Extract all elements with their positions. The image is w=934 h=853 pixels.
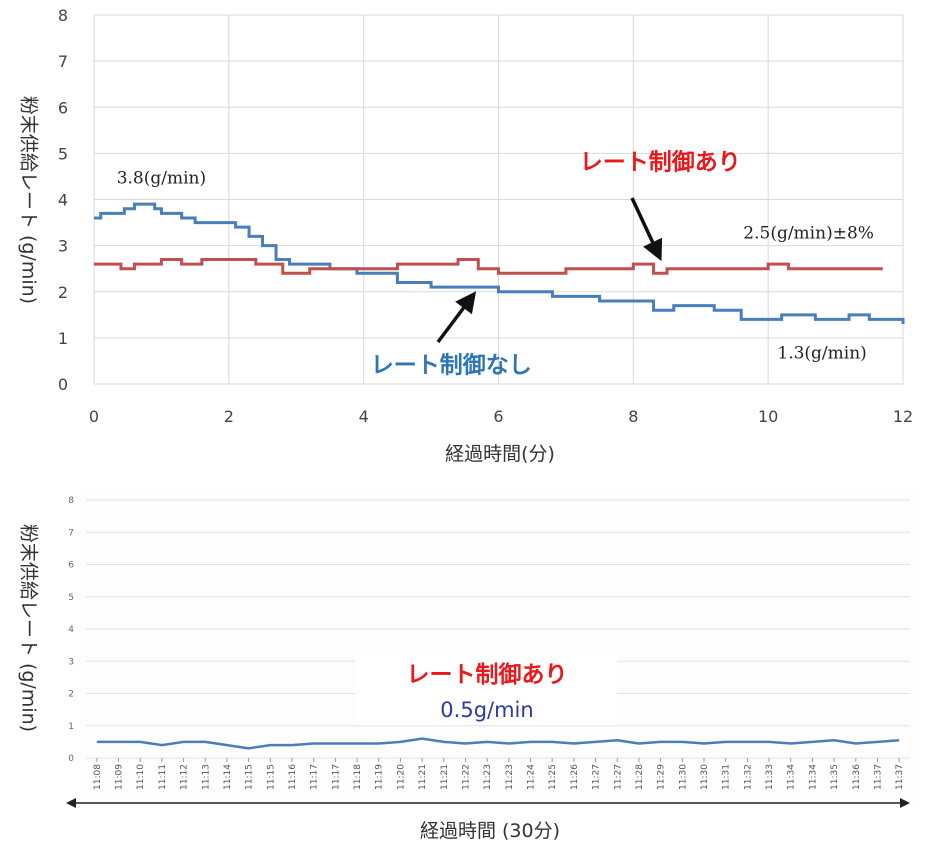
annotation-0-5-g-min: 0.5g/min (440, 698, 533, 722)
series-line-rate-control-off (94, 202, 905, 325)
annotation-2-5-g-min: 2.5(g/min)±8% (743, 224, 874, 244)
x-tick-label: 11:18 (353, 764, 363, 790)
series-line-rate-control-on-bottom (96, 737, 900, 750)
arrow-rate-control-off (436, 291, 477, 344)
x-tick-label: 11:26 (570, 764, 580, 790)
chart-bottom: 0 1 2 3 4 5 6 7 8 11:08 11:09 11:10 11:11 11:12 11:13… (18, 490, 920, 842)
x-tick-label: 2 (224, 407, 234, 426)
x-tick-label: 11:20 (396, 764, 406, 790)
x-tick-label: 11:22 (461, 764, 471, 790)
x-tick-label: 11:17 (310, 764, 320, 790)
chart-top-y-ticks: 0 1 2 3 4 5 6 7 8 (58, 6, 68, 394)
annotation-1-3-g-min: 1.3(g/min) (777, 344, 866, 364)
y-tick-label: 4 (68, 625, 74, 635)
annotation-3-8-g-min: 3.8(g/min) (117, 168, 206, 188)
x-tick-label: 11:27 (592, 764, 602, 790)
x-tick-label: 11:37 (873, 764, 883, 790)
y-tick-label: 8 (58, 6, 68, 25)
x-tick-label: 11:29 (657, 764, 667, 790)
x-tick-label: 11:13 (201, 764, 211, 790)
x-tick-label: 4 (359, 407, 369, 426)
series-line-rate-control-on (94, 257, 883, 275)
x-tick-label: 11:12 (180, 764, 190, 790)
x-tick-label: 10 (758, 407, 778, 426)
x-tick-label: 11:21 (440, 764, 450, 790)
x-axis-range-arrow-left-head (66, 798, 76, 808)
chart-top-series (94, 202, 905, 325)
x-tick-label: 11:23 (505, 764, 515, 790)
y-tick-label: 2 (58, 283, 68, 302)
chart-bottom-x-ticks: 11:08 11:09 11:10 11:11 11:12 11:13 11:14 11:15… (93, 758, 905, 790)
x-tick-label: 11:28 (635, 764, 645, 790)
y-tick-label: 1 (68, 722, 74, 732)
x-tick-label: 0 (89, 407, 99, 426)
chart-bottom-x-axis-label: 経過時間 (30分) (420, 820, 560, 842)
x-tick-label: 11:11 (158, 764, 168, 790)
x-tick-label: 11:34 (808, 764, 818, 790)
x-tick-label: 11:16 (288, 764, 298, 790)
x-axis-range-arrow-right-head (900, 798, 910, 808)
y-tick-label: 5 (68, 593, 74, 603)
x-tick-label: 11:35 (830, 764, 840, 790)
annotation-rate-control-off: レート制御なし (371, 351, 532, 378)
annotation-box (355, 655, 617, 725)
x-tick-label: 11:19 (375, 764, 385, 790)
y-tick-label: 2 (68, 690, 74, 700)
x-tick-label: 11:25 (548, 764, 558, 790)
y-tick-label: 0 (58, 375, 68, 394)
chart-bottom-y-axis-label: 粉末供給レート (g/min) (18, 524, 40, 732)
x-tick-label: 11:17 (331, 764, 341, 790)
x-tick-label: 11:15 (266, 764, 276, 790)
y-tick-label: 5 (58, 144, 68, 163)
x-tick-label: 11:33 (765, 764, 775, 790)
y-tick-label: 6 (58, 98, 68, 117)
chart-top-x-ticks: 0 2 4 6 8 10 12 (89, 407, 913, 426)
x-tick-label: 8 (628, 407, 638, 426)
y-tick-label: 4 (58, 191, 68, 210)
y-tick-label: 3 (58, 237, 68, 256)
x-tick-label: 11:15 (245, 764, 255, 790)
annotation-rate-control-on: レート制御あり (580, 149, 741, 176)
x-tick-label: 11:37 (895, 764, 905, 790)
chart-bottom-background (80, 490, 920, 802)
chart-bottom-y-ticks: 0 1 2 3 4 5 6 7 8 (68, 496, 74, 764)
x-tick-label: 11:30 (678, 764, 688, 790)
y-tick-label: 8 (68, 496, 74, 506)
chart-top-grid (93, 14, 904, 385)
x-tick-label: 11:24 (527, 764, 537, 790)
y-tick-label: 7 (58, 52, 68, 71)
chart-top-y-axis-label: 粉末供給レート (g/min) (18, 96, 40, 304)
arrow-rate-control-on (630, 197, 663, 262)
x-tick-label: 11:34 (787, 764, 797, 790)
chart-bottom-series (96, 737, 900, 750)
y-tick-label: 7 (68, 528, 74, 538)
x-tick-label: 11:36 (852, 764, 862, 790)
x-tick-label: 11:23 (483, 764, 493, 790)
x-tick-label: 11:21 (418, 764, 428, 790)
y-tick-label: 0 (68, 754, 74, 764)
x-tick-label: 11:08 (93, 764, 103, 790)
x-tick-label: 11:32 (743, 764, 753, 790)
annotation-rate-control-on-bottom: レート制御あり (407, 661, 568, 688)
x-tick-label: 11:14 (223, 764, 233, 790)
y-tick-label: 3 (68, 657, 74, 667)
x-tick-label: 11:30 (700, 764, 710, 790)
x-tick-label: 11:31 (722, 764, 732, 790)
chart-top-x-axis-label: 経過時間(分) (445, 443, 555, 465)
x-tick-label: 11:27 (613, 764, 623, 790)
x-tick-label: 11:09 (115, 764, 125, 790)
y-tick-label: 6 (68, 561, 74, 571)
x-tick-label: 12 (893, 407, 913, 426)
x-tick-label: 6 (493, 407, 503, 426)
y-tick-label: 1 (58, 329, 68, 348)
x-tick-label: 11:10 (136, 764, 146, 790)
